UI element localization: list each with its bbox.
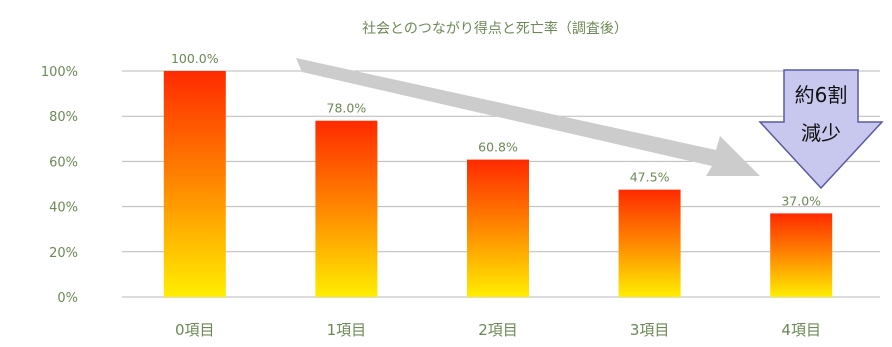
x-category-label: 3項目 <box>630 321 670 339</box>
bar <box>467 159 529 297</box>
reduction-callout: 約6割 減少 <box>758 69 884 190</box>
x-category-label: 0項目 <box>175 321 215 339</box>
bar <box>315 120 378 297</box>
x-category-label: 2項目 <box>478 321 518 339</box>
bar <box>770 213 833 297</box>
bar <box>618 189 681 297</box>
bar-value-label: 37.0% <box>781 193 821 208</box>
y-tick-label: 60% <box>49 155 78 170</box>
y-tick-label: 100% <box>41 65 78 80</box>
bar-value-label: 100.0% <box>171 51 219 66</box>
down-arrow-callout <box>758 69 884 190</box>
y-tick-label: 80% <box>49 110 78 125</box>
y-tick-label: 40% <box>49 201 78 216</box>
trend-arrow-shape <box>296 58 760 176</box>
chart-title: 社会とのつながり得点と死亡率（調査後） <box>362 20 628 37</box>
callout-line-1: 約6割 <box>795 83 848 107</box>
x-category-label: 4項目 <box>781 321 821 339</box>
bar-value-label: 60.8% <box>478 140 518 155</box>
bar <box>163 71 226 297</box>
x-category-label: 1項目 <box>327 321 367 339</box>
bars: 100.0% 0項目 78.0% 1項目 60.8% 2項目 47.5% 3項目 37.0% 4項… <box>163 51 833 339</box>
bar-value-label: 47.5% <box>630 170 670 185</box>
trend-arrow <box>296 58 760 176</box>
bar-value-label: 78.0% <box>327 101 367 116</box>
y-axis-ticks: 0% 20% 40% 60% 80% 100% <box>41 65 78 306</box>
callout-line-2: 減少 <box>801 121 841 145</box>
y-tick-label: 0% <box>57 291 78 306</box>
y-tick-label: 20% <box>49 246 78 261</box>
